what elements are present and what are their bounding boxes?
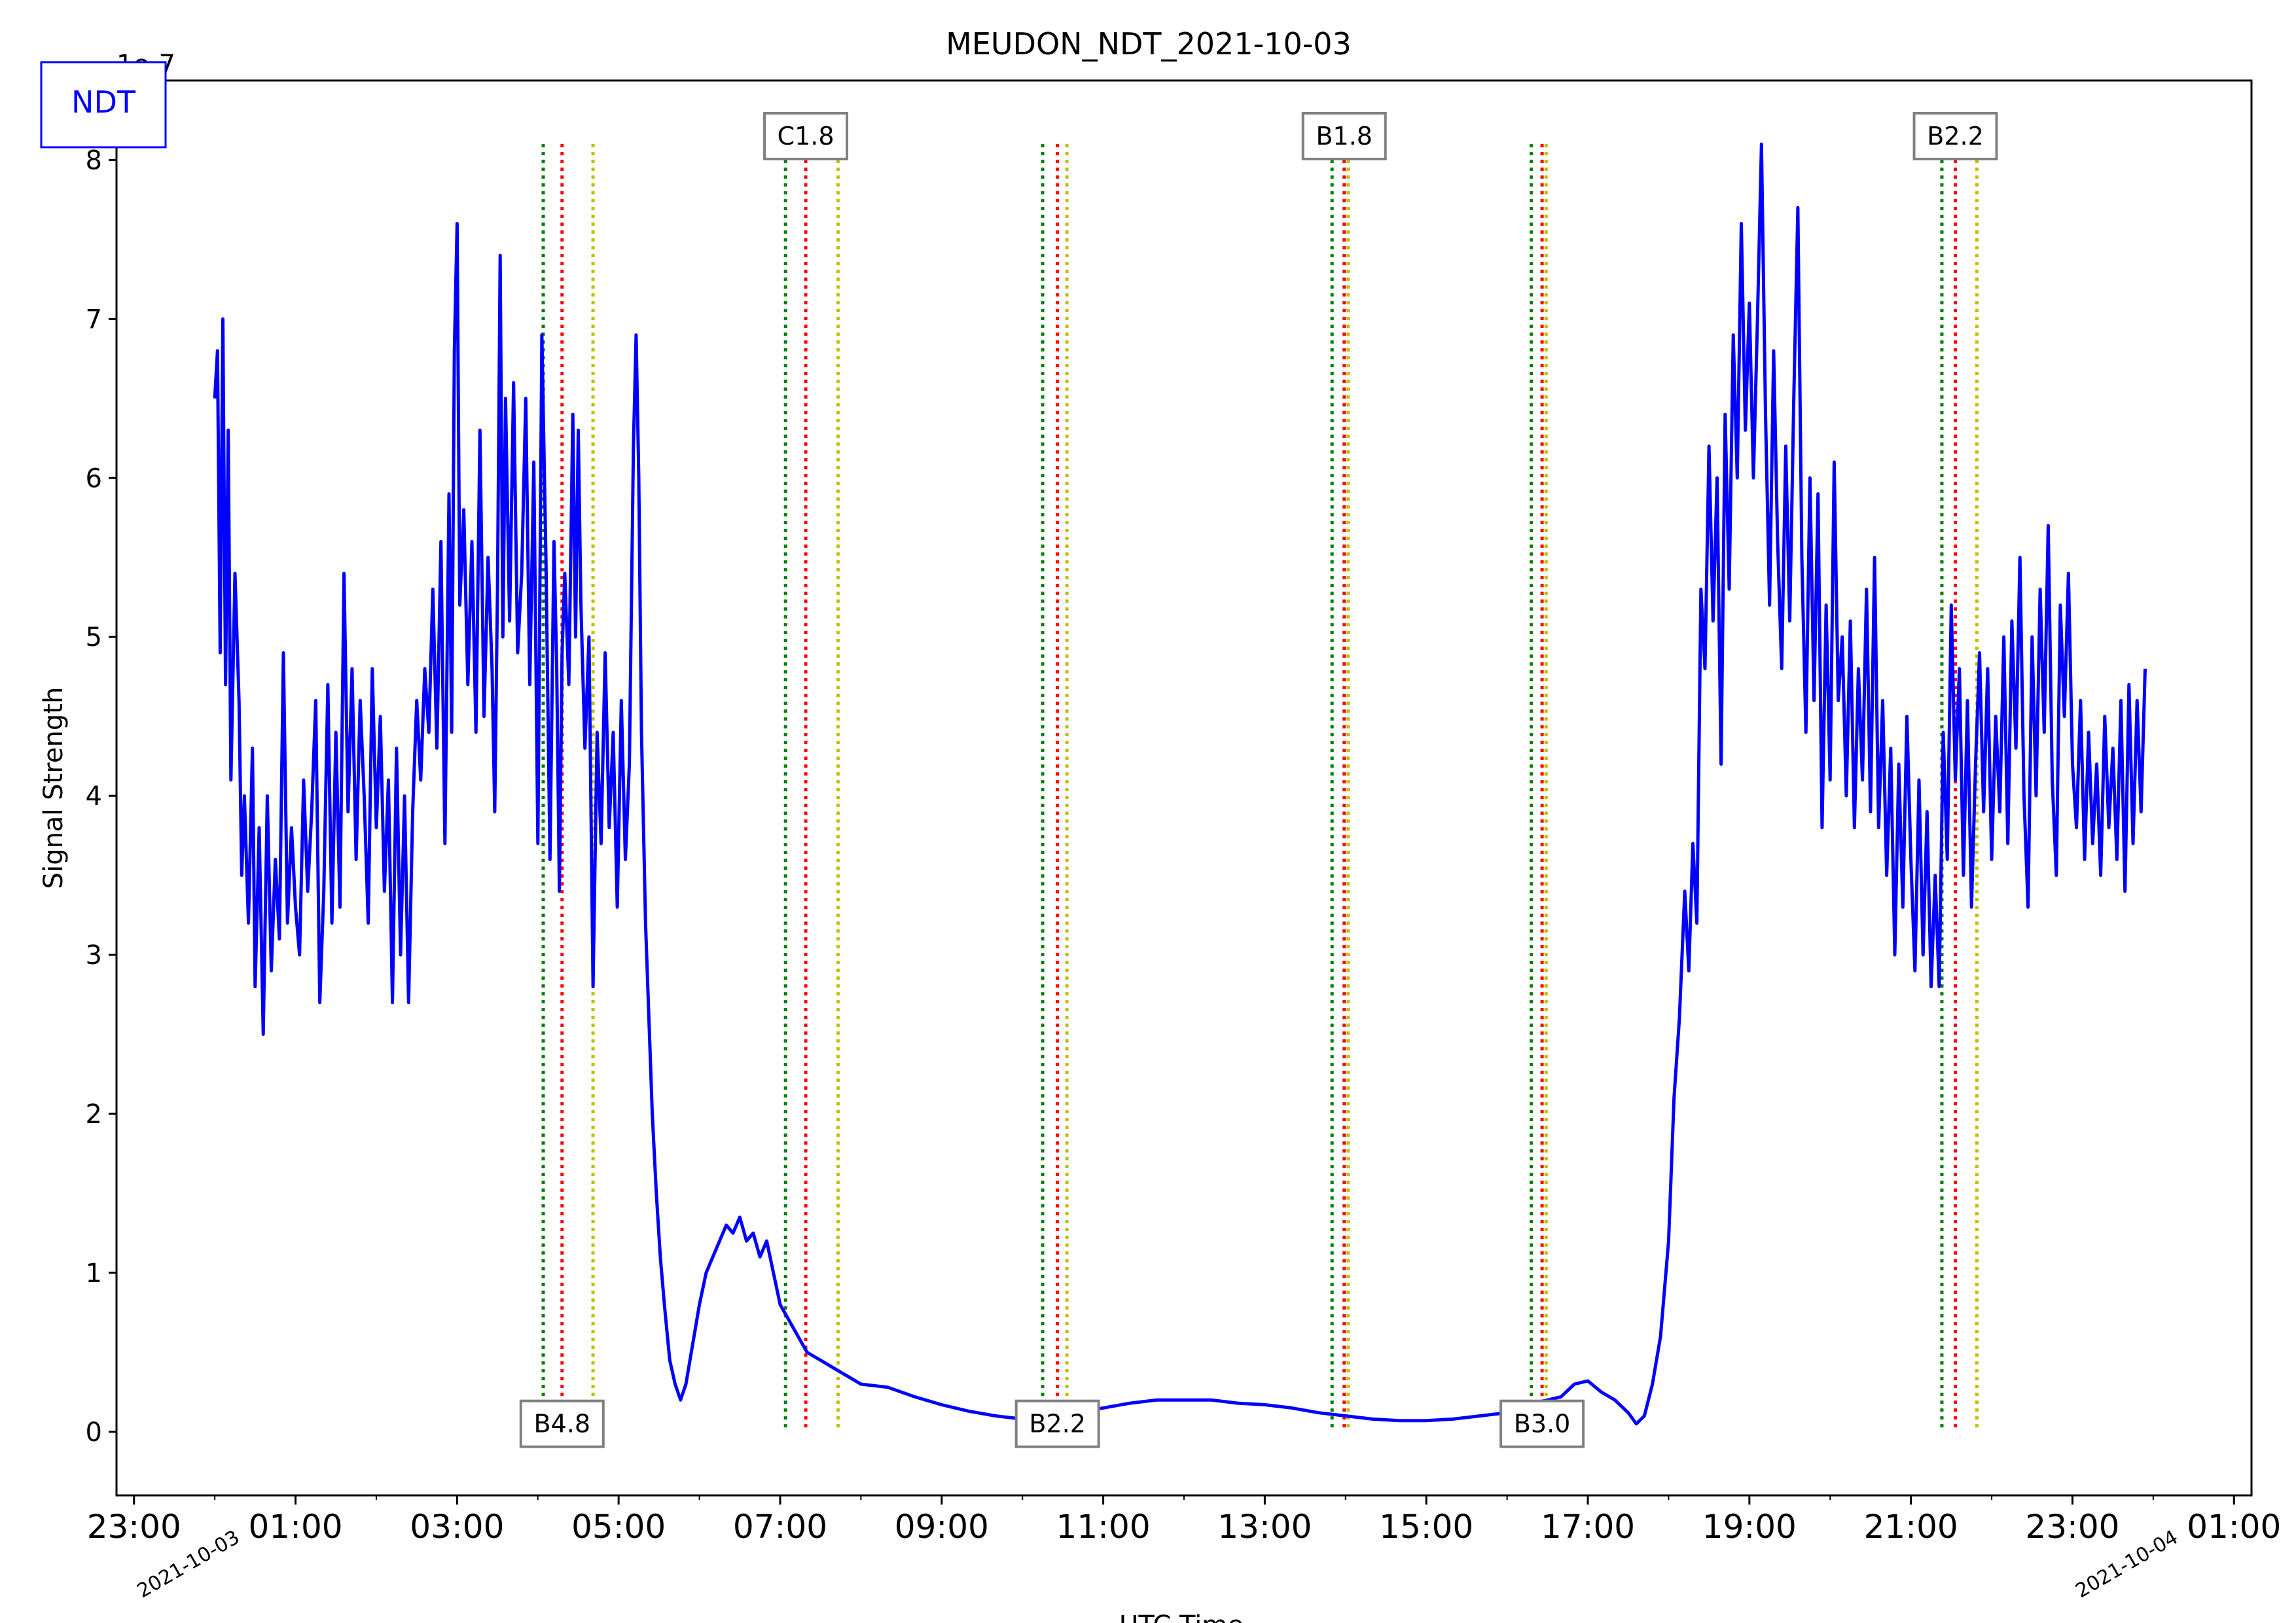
x-tick-label: 03:00 [410, 1508, 504, 1546]
axes: 0 1 2 3 4 5 6 7 8 23:00 01:00 03:00 05:00 07:00 09:00 1… [86, 145, 2282, 1603]
y-tick-label: 5 [86, 622, 102, 652]
x-tick-label: 21:00 [1864, 1508, 1958, 1546]
x-tick-label: 19:00 [1702, 1508, 1797, 1546]
flare-label-text: B2.2 [1927, 122, 1984, 151]
x-tick-label: 01:00 [2187, 1508, 2281, 1546]
flare-label-box [519, 1399, 605, 1448]
flare-label-box [1014, 1399, 1100, 1448]
series-line-1 [213, 142, 2147, 1426]
flare-label-4: B1.8 [1301, 112, 1387, 161]
flare-label-box [1499, 1399, 1585, 1448]
x-tick-label: 09:00 [895, 1508, 989, 1546]
y-tick-label: 0 [86, 1418, 102, 1448]
x-tick-label: 11:00 [1056, 1508, 1151, 1546]
plot-frame [115, 79, 2253, 1497]
flare-label-2: C1.8 [763, 112, 849, 161]
x-tick-label: 23:00 [87, 1508, 181, 1546]
flare-label-5: B3.0 [1499, 1399, 1585, 1448]
y-tick-label: 7 [86, 304, 102, 334]
flare-label-text: C1.8 [778, 122, 834, 151]
flare-label-text: B4.8 [534, 1410, 591, 1438]
x-tick-label: 07:00 [733, 1508, 827, 1546]
flare-label-text: B2.2 [1029, 1410, 1086, 1438]
y-axis-label: Signal Strength [39, 687, 69, 889]
plot-area: B4.8 C1.8 B2.2 B1.8 B3.0 B2.2 [213, 112, 2147, 1448]
flare-label-box [763, 112, 849, 161]
chart-title: MEUDON_NDT_2021-10-03 [946, 26, 1352, 62]
x-tick-label: 17:00 [1541, 1508, 1635, 1546]
legend: NDT [40, 61, 167, 149]
legend-box [40, 61, 167, 149]
x-tick-label: 15:00 [1379, 1508, 1473, 1546]
y-tick-label: 2 [86, 1099, 102, 1130]
y-tick-label: 1 [86, 1258, 102, 1289]
x-tick-label: 01:00 [249, 1508, 343, 1546]
y-tick-label: 8 [86, 145, 102, 175]
flare-label-box [1301, 112, 1387, 161]
x-tick-label: 13:00 [1217, 1508, 1312, 1546]
y-tick-label: 3 [86, 940, 102, 971]
x-axis-label: UTC Time [1119, 1611, 1244, 1623]
x-tick-label: 23:00 [2025, 1508, 2119, 1546]
flare-label-text: B1.8 [1316, 122, 1372, 151]
flare-label-box [1912, 112, 1998, 161]
flare-label-text: B3.0 [1514, 1410, 1571, 1438]
x-tick-label: 05:00 [571, 1508, 666, 1546]
flare-label-3: B2.2 [1014, 1399, 1100, 1448]
y-tick-label: 6 [86, 463, 102, 493]
y-tick-label: 4 [86, 781, 102, 812]
flare-label-1: B4.8 [519, 1399, 605, 1448]
legend-label: NDT [71, 84, 136, 120]
flare-label-6: B2.2 [1912, 112, 1998, 161]
